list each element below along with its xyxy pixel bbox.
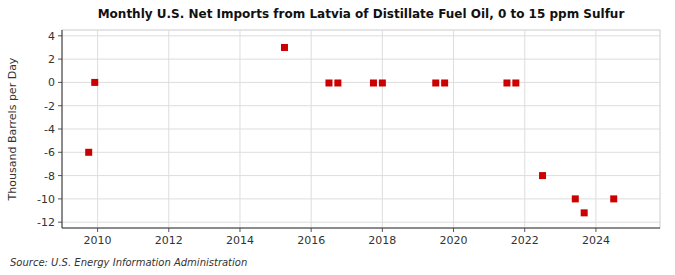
x-tick-label: 2012: [155, 234, 183, 247]
x-tick: [168, 228, 169, 232]
y-tick: [58, 152, 62, 153]
point: [432, 79, 439, 86]
y-grid-line: [62, 152, 660, 153]
y-tick-label: 0: [48, 76, 55, 89]
x-tick: [97, 228, 98, 232]
y-grid-line: [62, 175, 660, 176]
x-tick: [311, 228, 312, 232]
x-tick: [382, 228, 383, 232]
x-tick: [453, 228, 454, 232]
x-axis-line: [62, 228, 660, 229]
point: [281, 44, 288, 51]
x-grid-line: [239, 30, 240, 228]
point: [85, 149, 92, 156]
x-grid-line: [524, 30, 525, 228]
point: [572, 195, 579, 202]
y-tick-label: 2: [48, 53, 55, 66]
y-axis-line: [62, 30, 63, 228]
y-grid-line: [62, 105, 660, 106]
point: [379, 79, 386, 86]
x-tick-label: 2018: [368, 234, 396, 247]
point: [539, 172, 546, 179]
x-grid-line: [595, 30, 596, 228]
y-grid-line: [62, 129, 660, 130]
point: [610, 195, 617, 202]
source: Source: U.S. Energy Information Administ…: [10, 257, 247, 268]
point: [370, 79, 377, 86]
x-tick-label: 2022: [511, 234, 539, 247]
x-tick: [595, 228, 596, 232]
points: [85, 44, 617, 216]
y-tick: [58, 198, 62, 199]
y-axis-label: Thousand Barrels per Day: [6, 57, 19, 201]
x-grid-line: [311, 30, 312, 228]
y-tick-label: -4: [44, 123, 55, 136]
x-tick: [524, 228, 525, 232]
y-tick: [58, 222, 62, 223]
y-grid-line: [62, 198, 660, 199]
y-grid-line: [62, 59, 660, 60]
y-tick: [58, 82, 62, 83]
y-tick-label: -6: [44, 146, 55, 159]
y-grid-line: [62, 82, 660, 83]
point: [325, 79, 332, 86]
chart: -12 -10 -8 -6 -4 -2 0 2 4 2010 2012 2014 2016 2018 202…: [0, 0, 675, 275]
x-grid-line: [453, 30, 454, 228]
point: [441, 79, 448, 86]
y-tick-label: 4: [48, 30, 55, 43]
y-tick: [58, 35, 62, 36]
x-tick-label: 2014: [226, 234, 254, 247]
y-grid-line: [62, 35, 660, 36]
y-tick: [58, 175, 62, 176]
point: [334, 79, 341, 86]
grid: [62, 30, 660, 228]
title: Monthly U.S. Net Imports from Latvia of …: [98, 7, 625, 21]
x-tick-label: 2010: [84, 234, 112, 247]
x-tick-label: 2020: [440, 234, 468, 247]
y-tick-label: -2: [44, 100, 55, 113]
y-tick: [58, 59, 62, 60]
y-tick-label: -8: [44, 170, 55, 183]
point: [581, 209, 588, 216]
point: [512, 79, 519, 86]
x-grid-line: [168, 30, 169, 228]
x-grid-line: [382, 30, 383, 228]
y-tick: [58, 129, 62, 130]
y-tick: [58, 105, 62, 106]
point: [503, 79, 510, 86]
x-tick-label: 2024: [582, 234, 610, 247]
y-tick-label: -12: [37, 216, 55, 229]
x-tick: [239, 228, 240, 232]
x-tick-label: 2016: [297, 234, 325, 247]
plot-frame: [62, 30, 660, 228]
y-grid-line: [62, 222, 660, 223]
point: [91, 79, 98, 86]
x-grid-line: [97, 30, 98, 228]
y-tick-label: -10: [37, 193, 55, 206]
